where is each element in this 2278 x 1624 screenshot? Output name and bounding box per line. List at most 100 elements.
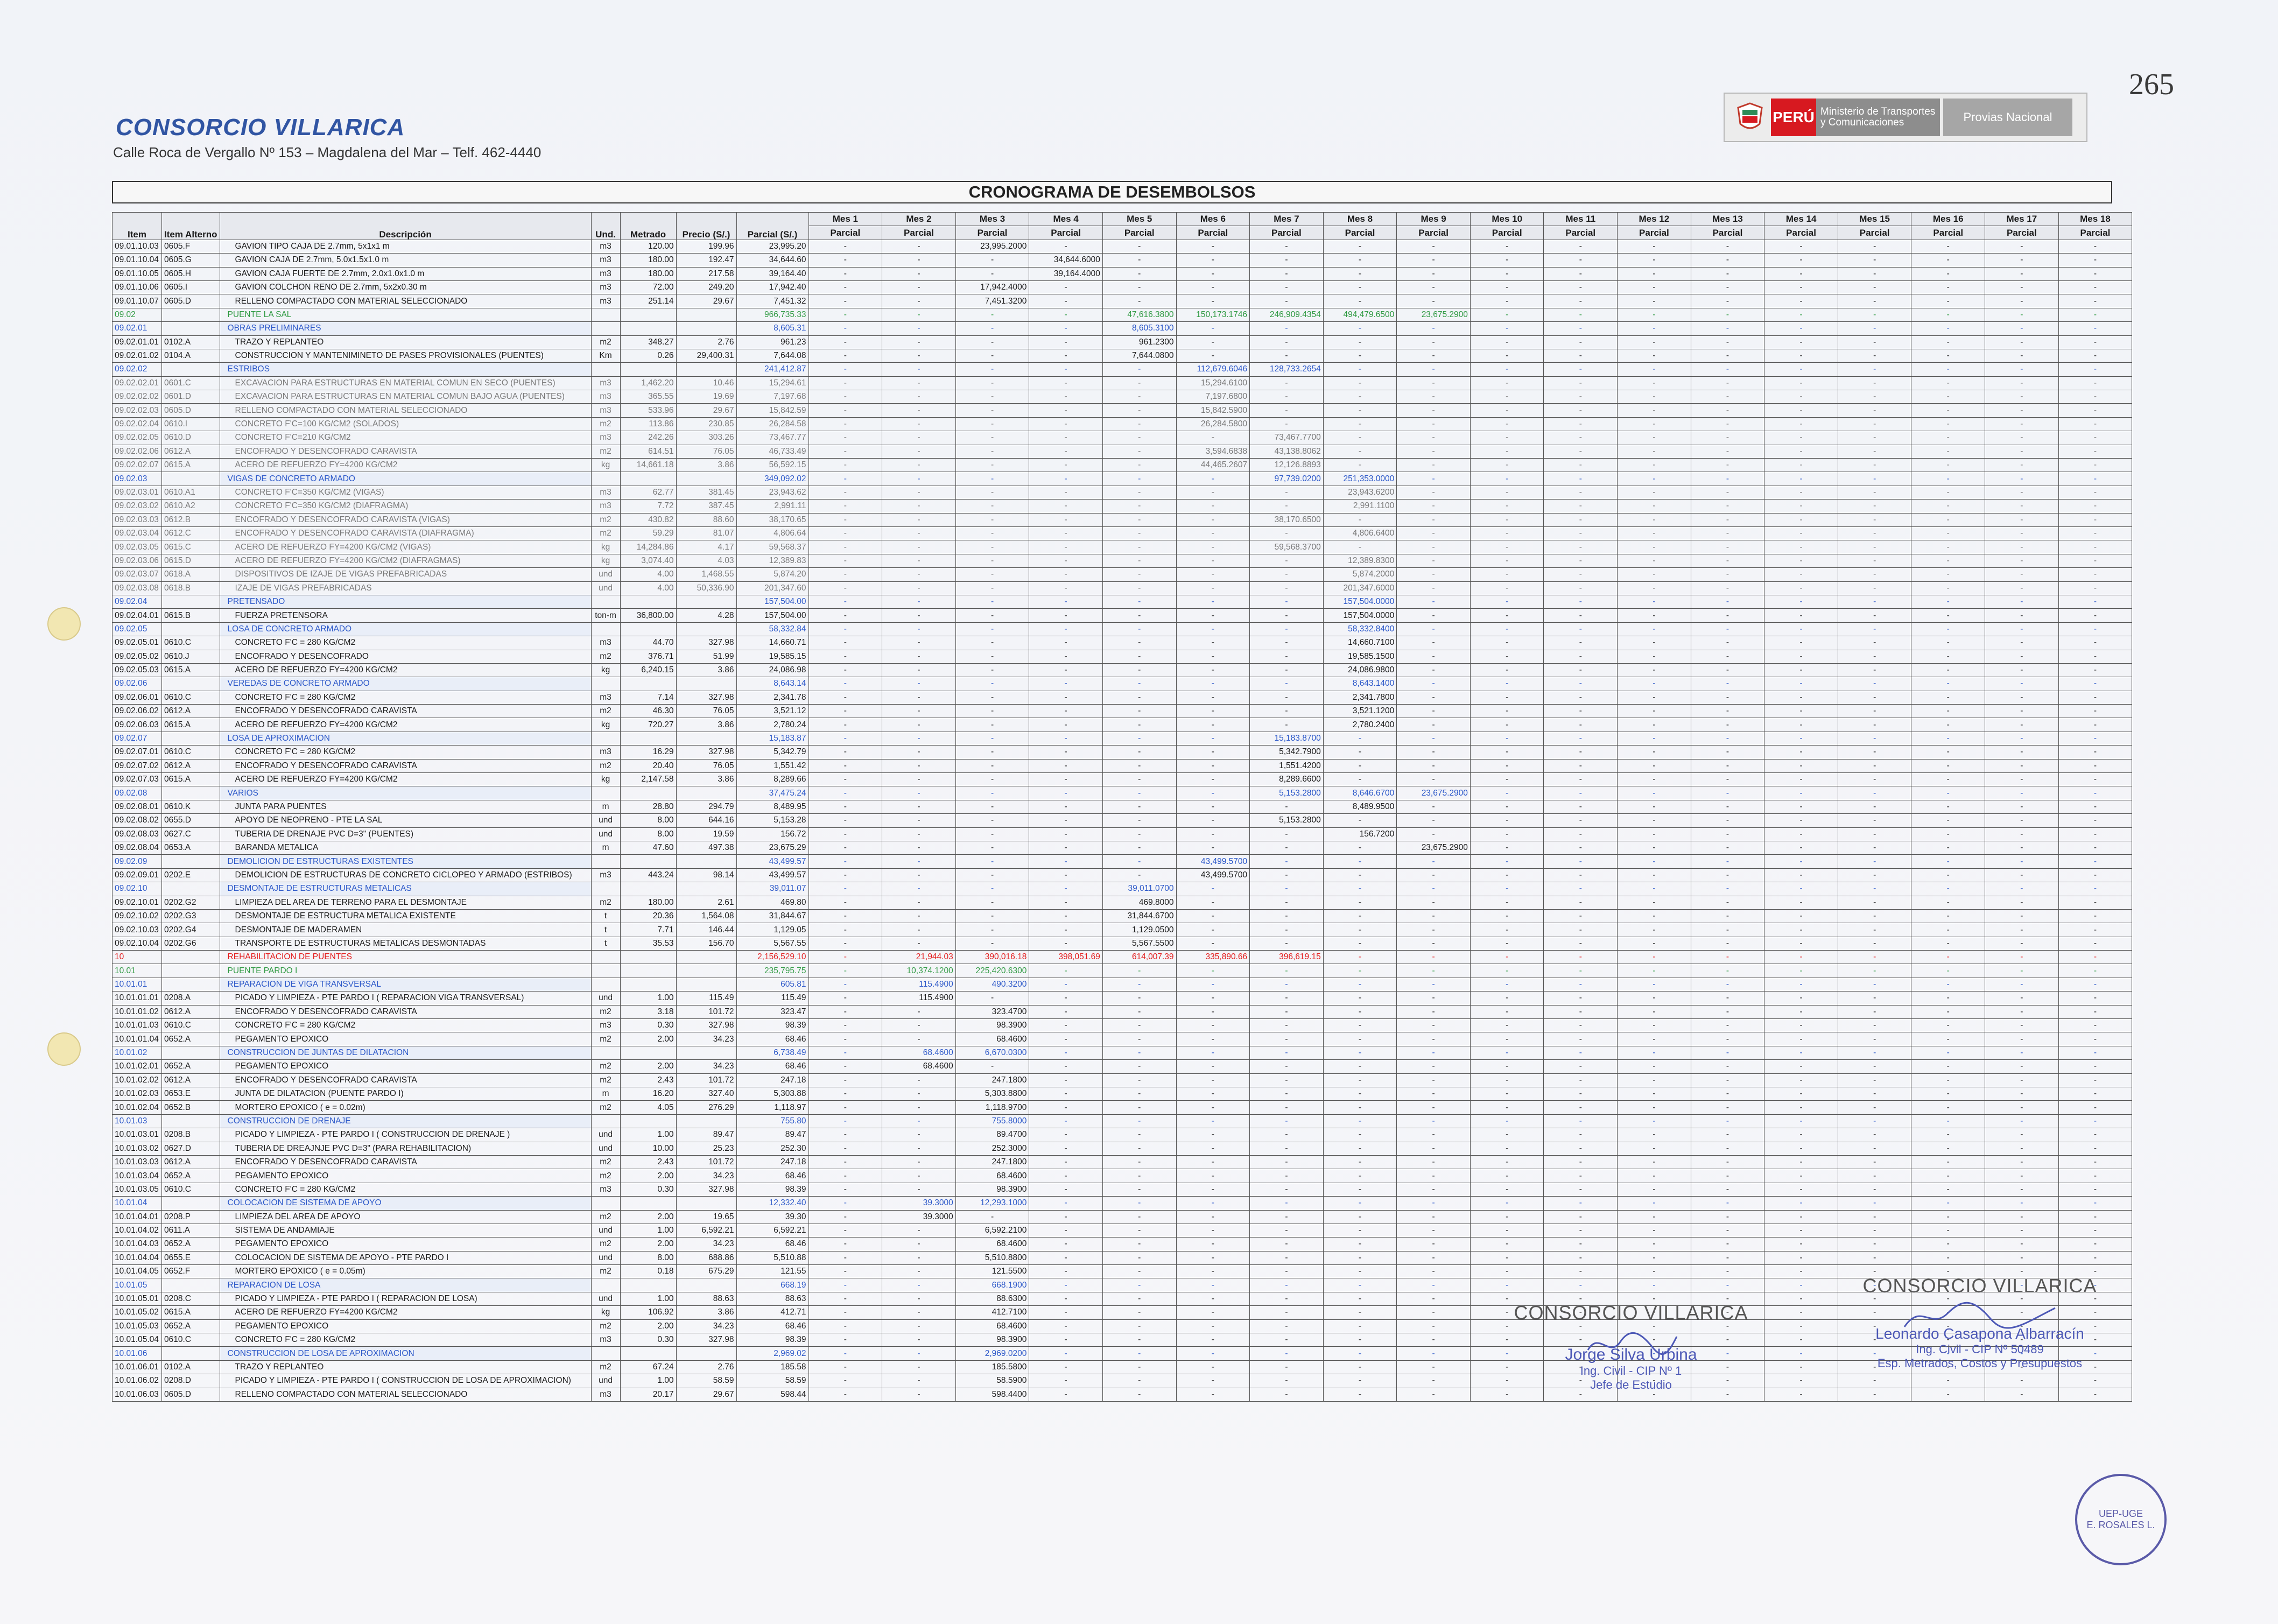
month-amount: - bbox=[882, 622, 956, 637]
month-amount: - bbox=[1690, 362, 1765, 377]
partial-amount: 5,303.88 bbox=[736, 1086, 809, 1101]
description: ENCOFRADO Y DESENCOFRADO bbox=[219, 649, 592, 664]
col-header-desc: Descripción bbox=[219, 212, 592, 240]
month-amount: - bbox=[1176, 499, 1250, 514]
item-code: 09.02.10 bbox=[112, 882, 162, 896]
month-amount: - bbox=[1617, 690, 1691, 705]
unit-price: 249.20 bbox=[676, 280, 737, 295]
month-amount: - bbox=[1764, 882, 1838, 896]
month-amount: - bbox=[1837, 1169, 1912, 1183]
col-header-month: Mes 10 bbox=[1470, 212, 1544, 227]
alt-code: 0618.A bbox=[161, 567, 220, 582]
month-amount: - bbox=[1617, 431, 1691, 445]
month-amount: - bbox=[882, 512, 956, 527]
metrado: 72.00 bbox=[620, 280, 677, 295]
month-amount: - bbox=[1176, 431, 1250, 445]
month-amount: 73,467.7700 bbox=[1249, 431, 1324, 445]
metrado: 2.00 bbox=[620, 1059, 677, 1074]
month-amount: - bbox=[1323, 321, 1397, 336]
month-amount: 23,995.2000 bbox=[955, 239, 1030, 254]
metrado: 59.29 bbox=[620, 526, 677, 541]
month-amount: - bbox=[1543, 1182, 1618, 1197]
month-amount: - bbox=[1837, 868, 1912, 883]
month-amount: - bbox=[1837, 827, 1912, 841]
metrado: 251.14 bbox=[620, 294, 677, 308]
month-amount: - bbox=[1102, 472, 1177, 486]
month-amount: - bbox=[1690, 799, 1765, 814]
month-amount: - bbox=[808, 1305, 883, 1320]
description: CONSTRUCCION Y MANTENIMINETO DE PASES PR… bbox=[219, 348, 592, 363]
alt-code: 0615.D bbox=[161, 553, 220, 568]
month-amount: - bbox=[2058, 266, 2133, 281]
month-amount: - bbox=[1985, 540, 2059, 554]
month-amount: - bbox=[1617, 1128, 1691, 1142]
month-amount: - bbox=[1911, 1045, 1986, 1060]
signer-title: Ing. Civil - CIP Nº 50489 bbox=[1916, 1342, 2044, 1356]
month-amount: - bbox=[1690, 745, 1765, 760]
month-amount: - bbox=[2058, 718, 2133, 732]
month-amount: - bbox=[1029, 608, 1103, 623]
month-amount: 323.4700 bbox=[955, 1004, 1030, 1020]
month-amount: - bbox=[1102, 567, 1177, 582]
month-amount: - bbox=[1617, 677, 1691, 691]
month-amount: - bbox=[1543, 594, 1618, 609]
alt-code: 0615.A bbox=[161, 458, 220, 473]
month-amount: - bbox=[1396, 622, 1471, 637]
metrado: 62.77 bbox=[620, 485, 677, 500]
month-amount: - bbox=[808, 1086, 883, 1101]
month-amount: - bbox=[1029, 294, 1103, 308]
metrado: 242.26 bbox=[620, 431, 677, 445]
month-amount: 21,944.03 bbox=[882, 950, 956, 965]
month-amount: - bbox=[1323, 362, 1397, 377]
unit: m2 bbox=[590, 1073, 621, 1088]
month-amount: - bbox=[1470, 649, 1544, 664]
month-amount: - bbox=[808, 1155, 883, 1170]
metrado bbox=[620, 731, 677, 746]
metrado: 16.20 bbox=[620, 1086, 677, 1101]
item-code: 09.01.10.06 bbox=[112, 280, 162, 295]
unit-price: 327.98 bbox=[676, 636, 737, 650]
col-header-month: Mes 5 bbox=[1102, 212, 1177, 227]
alt-code: 0627.C bbox=[161, 827, 220, 841]
month-amount: - bbox=[882, 1237, 956, 1252]
alt-code: 0202.G3 bbox=[161, 909, 220, 924]
month-amount: 4,806.6400 bbox=[1323, 526, 1397, 541]
month-amount: - bbox=[1396, 799, 1471, 814]
month-amount: - bbox=[1985, 553, 2059, 568]
month-amount: - bbox=[1249, 936, 1324, 951]
partial-amount: 349,092.02 bbox=[736, 472, 809, 486]
unit-price: 4.28 bbox=[676, 608, 737, 623]
month-amount: - bbox=[955, 335, 1030, 349]
month-amount: - bbox=[1690, 1141, 1765, 1156]
metrado: 7.14 bbox=[620, 690, 677, 705]
item-code: 09.02.06.01 bbox=[112, 690, 162, 705]
month-amount: - bbox=[1102, 663, 1177, 678]
month-amount: - bbox=[1029, 909, 1103, 924]
month-amount: - bbox=[1690, 786, 1765, 800]
month-amount: - bbox=[1249, 1278, 1324, 1292]
month-amount: - bbox=[955, 854, 1030, 869]
description: CONCRETO F'C=350 KG/CM2 (DIAFRAGMA) bbox=[219, 499, 592, 514]
month-amount: - bbox=[1029, 472, 1103, 486]
month-amount: 115.4900 bbox=[882, 977, 956, 992]
month-amount: - bbox=[1396, 1250, 1471, 1266]
month-amount: - bbox=[882, 553, 956, 568]
month-amount: - bbox=[1764, 663, 1838, 678]
month-amount: - bbox=[882, 1374, 956, 1388]
month-amount: - bbox=[1985, 417, 2059, 432]
table-row: 09.02.02.02 0601.D EXCAVACION PARA ESTRUCT… bbox=[112, 390, 2133, 404]
unit: und bbox=[590, 813, 621, 828]
month-amount: 98.3900 bbox=[955, 1182, 1030, 1197]
month-amount: - bbox=[1690, 840, 1765, 855]
month-amount: - bbox=[1543, 390, 1618, 404]
month-amount: - bbox=[1249, 1237, 1324, 1252]
month-amount: - bbox=[1029, 936, 1103, 951]
month-amount: - bbox=[808, 1182, 883, 1197]
metrado bbox=[620, 677, 677, 691]
month-amount: - bbox=[808, 376, 883, 391]
month-amount: - bbox=[1249, 1155, 1324, 1170]
ministry-label: Ministerio de Transportes y Comunicacion… bbox=[1816, 99, 1940, 136]
month-amount: - bbox=[1543, 1374, 1618, 1388]
month-amount: - bbox=[1837, 1155, 1912, 1170]
month-amount: - bbox=[1617, 1169, 1691, 1183]
